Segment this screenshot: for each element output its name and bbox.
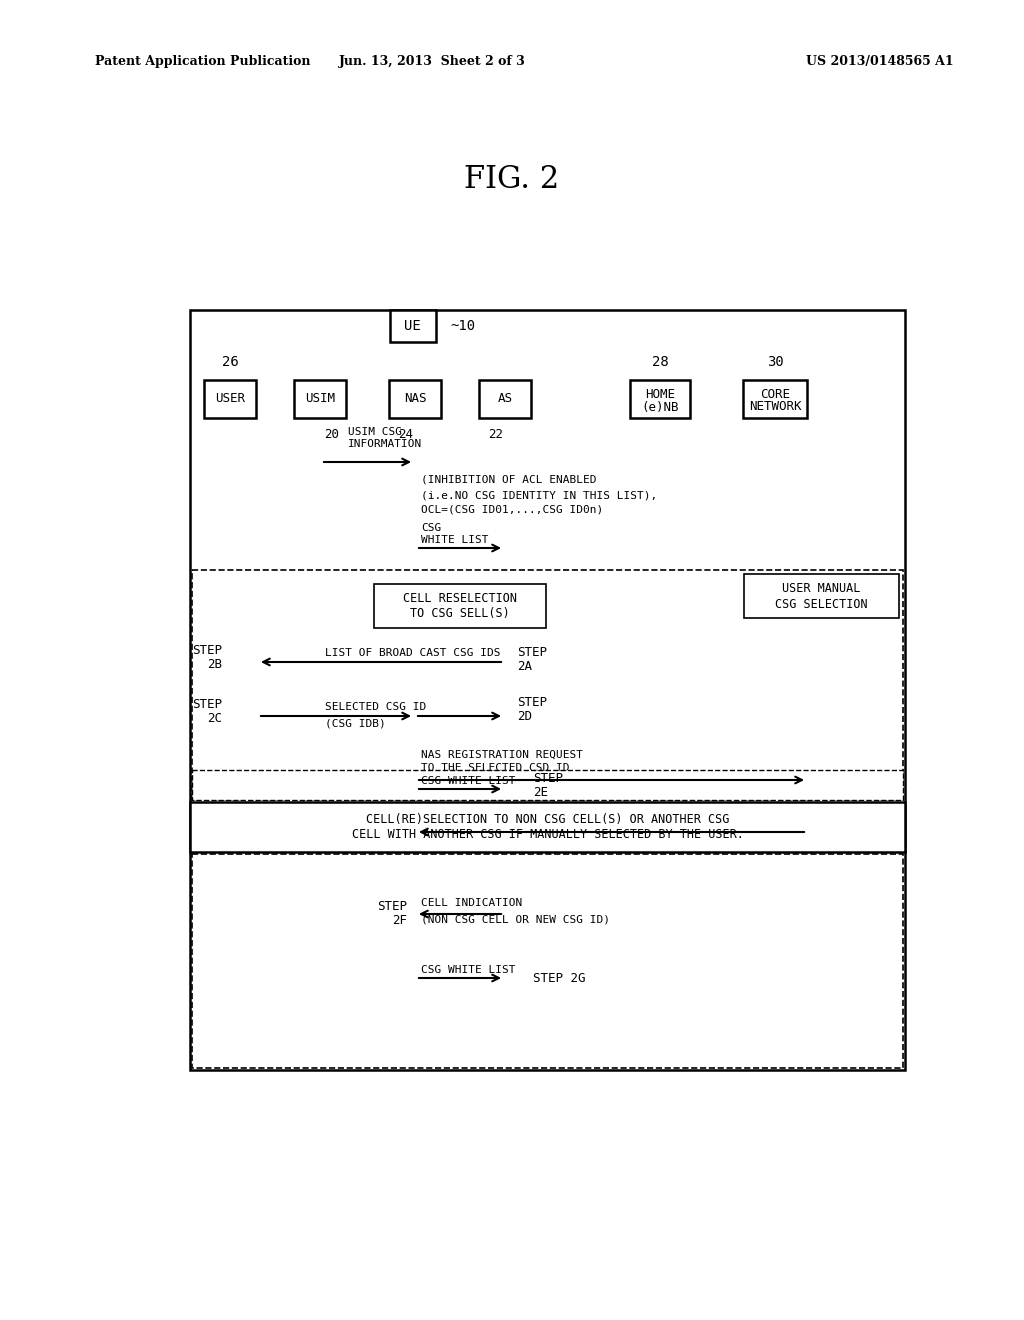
Text: CELL(RE)SELECTION TO NON CSG CELL(S) OR ANOTHER CSG: CELL(RE)SELECTION TO NON CSG CELL(S) OR … (366, 813, 729, 825)
Text: (INHIBITION OF ACL ENABLED: (INHIBITION OF ACL ENABLED (421, 475, 597, 484)
Text: CSG SELECTION: CSG SELECTION (775, 598, 867, 610)
Bar (294, 380, 346, 418)
Text: 2F: 2F (392, 913, 407, 927)
Text: NAS REGISTRATION REQUEST: NAS REGISTRATION REQUEST (421, 750, 583, 760)
Text: STEP: STEP (377, 899, 407, 912)
Text: CSG WHITE LIST: CSG WHITE LIST (421, 965, 515, 975)
Text: NETWORK: NETWORK (749, 400, 801, 413)
Bar (190, 310, 905, 1071)
Text: 20: 20 (324, 428, 339, 441)
Text: ~10: ~10 (451, 319, 475, 333)
Text: (NON CSG CELL OR NEW CSG ID): (NON CSG CELL OR NEW CSG ID) (421, 913, 610, 924)
Text: Patent Application Publication: Patent Application Publication (95, 55, 310, 69)
Text: STEP: STEP (517, 696, 547, 709)
Text: CELL WITH ANOTHER CSG IF MANUALLY SELECTED BY THE USER.: CELL WITH ANOTHER CSG IF MANUALLY SELECT… (351, 829, 743, 842)
Text: 2C: 2C (207, 711, 222, 725)
Text: (CSG IDB): (CSG IDB) (325, 719, 386, 729)
Text: USER MANUAL: USER MANUAL (782, 582, 861, 594)
Text: USIM CSG: USIM CSG (348, 426, 402, 437)
Text: AS: AS (498, 392, 512, 405)
Bar (193, 854, 903, 1068)
Text: NAS: NAS (403, 392, 426, 405)
Text: TO THE SELECTED CSD ID: TO THE SELECTED CSD ID (421, 763, 569, 774)
Text: STEP 2G: STEP 2G (534, 972, 586, 985)
Bar (193, 770, 903, 800)
Text: STEP: STEP (193, 644, 222, 656)
Text: 26: 26 (221, 355, 239, 370)
Text: US 2013/0148565 A1: US 2013/0148565 A1 (806, 55, 953, 69)
Bar (190, 803, 905, 851)
Text: TO CSG SELL(S): TO CSG SELL(S) (411, 607, 510, 620)
Text: 22: 22 (488, 428, 503, 441)
Text: STEP: STEP (534, 772, 563, 785)
Text: UE: UE (404, 319, 421, 333)
Bar (374, 583, 546, 628)
Bar (193, 570, 903, 800)
Text: USER: USER (215, 392, 245, 405)
Text: 2B: 2B (207, 657, 222, 671)
Text: CORE: CORE (760, 388, 790, 400)
Text: NAS REGISTRATION CONFIRM: NAS REGISTRATION CONFIRM (421, 803, 583, 812)
Text: 28: 28 (651, 355, 669, 370)
Bar (389, 310, 435, 342)
Text: LIST OF BROAD CAST CSG IDS: LIST OF BROAD CAST CSG IDS (325, 648, 501, 657)
Text: OCL=(CSG ID01,...,CSG ID0n): OCL=(CSG ID01,...,CSG ID0n) (421, 506, 603, 515)
Bar (479, 380, 531, 418)
Text: 30: 30 (767, 355, 783, 370)
Text: USIM: USIM (305, 392, 335, 405)
Text: (i.e.NO CSG IDENTITY IN THIS LIST),: (i.e.NO CSG IDENTITY IN THIS LIST), (421, 490, 657, 500)
Bar (389, 380, 441, 418)
Text: 2E: 2E (534, 787, 548, 800)
Text: CELL RESELECTION: CELL RESELECTION (403, 591, 517, 605)
Text: INFORMATION: INFORMATION (348, 440, 422, 449)
Text: STEP: STEP (193, 697, 222, 710)
Text: SELECTED CSG ID: SELECTED CSG ID (325, 702, 426, 711)
Bar (630, 380, 690, 418)
Text: CSG: CSG (421, 523, 441, 533)
Text: (e)NB: (e)NB (641, 400, 679, 413)
Text: 2D: 2D (517, 710, 532, 722)
Text: STEP: STEP (517, 645, 547, 659)
Text: HOME: HOME (645, 388, 675, 400)
Bar (744, 574, 899, 618)
Bar (743, 380, 807, 418)
Text: CSG WHITE LIST: CSG WHITE LIST (421, 776, 515, 785)
Text: 24: 24 (398, 428, 413, 441)
Bar (204, 380, 256, 418)
Text: ON THE SELECTED CSG ID.: ON THE SELECTED CSG ID. (421, 814, 577, 825)
Text: WHITE LIST: WHITE LIST (421, 535, 488, 545)
Text: Jun. 13, 2013  Sheet 2 of 3: Jun. 13, 2013 Sheet 2 of 3 (339, 55, 525, 69)
Text: CELL INDICATION: CELL INDICATION (421, 898, 522, 908)
Text: FIG. 2: FIG. 2 (464, 165, 560, 195)
Text: 2A: 2A (517, 660, 532, 672)
